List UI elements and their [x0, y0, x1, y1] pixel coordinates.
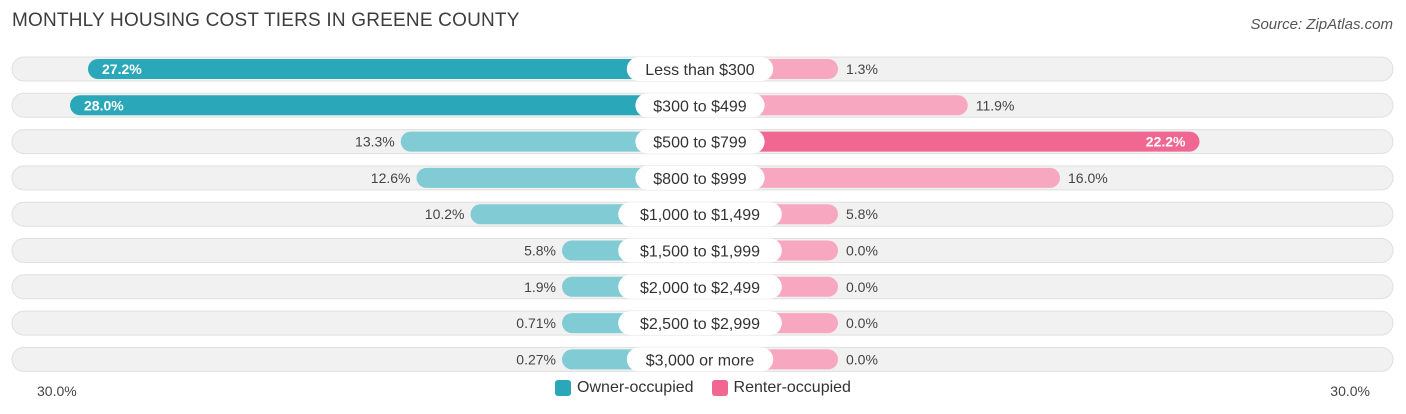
category-label: $3,000 or more	[646, 352, 755, 369]
category-label: $800 to $999	[653, 171, 747, 188]
owner-value-label: 27.2%	[102, 61, 142, 77]
category-label-bg	[635, 93, 765, 118]
legend-renter-label: Renter-occupied	[733, 379, 851, 396]
chart-rows: Less than $300 27.2% 1.3% $300 to $499 28.0%…	[11, 56, 1394, 372]
legend-renter: Renter-occupied	[711, 379, 851, 397]
axis-right-label: 30.0%	[1330, 383, 1370, 399]
category-label-bg	[626, 57, 774, 81]
renter-value-label: 0.0%	[846, 315, 878, 331]
category-label-bg	[618, 311, 782, 336]
chart-title: MONTHLY HOUSING COST TIERS IN GREENE COU…	[12, 10, 520, 31]
legend-owner: Owner-occupied	[555, 379, 694, 397]
category-label: $1,500 to $1,999	[640, 244, 760, 261]
category-label-bg	[618, 238, 782, 263]
source-note: Source: ZipAtlas.com	[1250, 16, 1393, 33]
category-label: $300 to $499	[653, 98, 747, 115]
renter-value-label: 1.3%	[846, 61, 878, 77]
category-label: Less than $300	[645, 62, 755, 79]
category-label: $500 to $799	[653, 135, 747, 152]
owner-bar	[70, 95, 700, 116]
renter-value-label: 0.0%	[846, 243, 878, 259]
category-label-bg	[635, 129, 765, 154]
renter-value-label: 16.0%	[1068, 170, 1108, 186]
category-label: $1,000 to $1,499	[640, 207, 760, 224]
renter-value-label: 11.9%	[976, 97, 1015, 113]
category-label-bg	[618, 202, 782, 227]
owner-bar	[88, 59, 700, 79]
owner-value-label: 0.27%	[516, 351, 556, 367]
owner-value-label: 12.6%	[371, 170, 411, 186]
axis-left-label: 30.0%	[37, 383, 77, 399]
owner-bar	[416, 167, 700, 188]
legend-owner-swatch	[555, 380, 572, 396]
renter-bar	[700, 131, 1200, 152]
renter-value-label: 22.2%	[1146, 134, 1186, 150]
owner-value-label: 0.71%	[516, 315, 556, 331]
legend-renter-swatch	[711, 380, 728, 396]
legend: Owner-occupied Renter-occupied	[0, 379, 1406, 397]
category-label: $2,000 to $2,499	[640, 280, 760, 297]
renter-bar	[700, 167, 1060, 188]
renter-value-label: 0.0%	[846, 351, 878, 367]
renter-bar	[700, 95, 968, 116]
owner-bar	[400, 131, 700, 152]
owner-value-label: 13.3%	[355, 134, 395, 150]
category-label-bg	[618, 274, 782, 299]
legend-owner-label: Owner-occupied	[577, 379, 694, 396]
owner-value-label: 5.8%	[524, 243, 556, 259]
owner-value-label: 10.2%	[425, 206, 465, 222]
owner-value-label: 28.0%	[84, 97, 124, 113]
owner-value-label: 1.9%	[524, 279, 556, 295]
renter-value-label: 0.0%	[846, 279, 878, 295]
category-label-bg	[626, 347, 774, 372]
renter-value-label: 5.8%	[846, 206, 878, 222]
category-label-bg	[635, 165, 765, 190]
category-label: $2,500 to $2,999	[640, 316, 760, 333]
